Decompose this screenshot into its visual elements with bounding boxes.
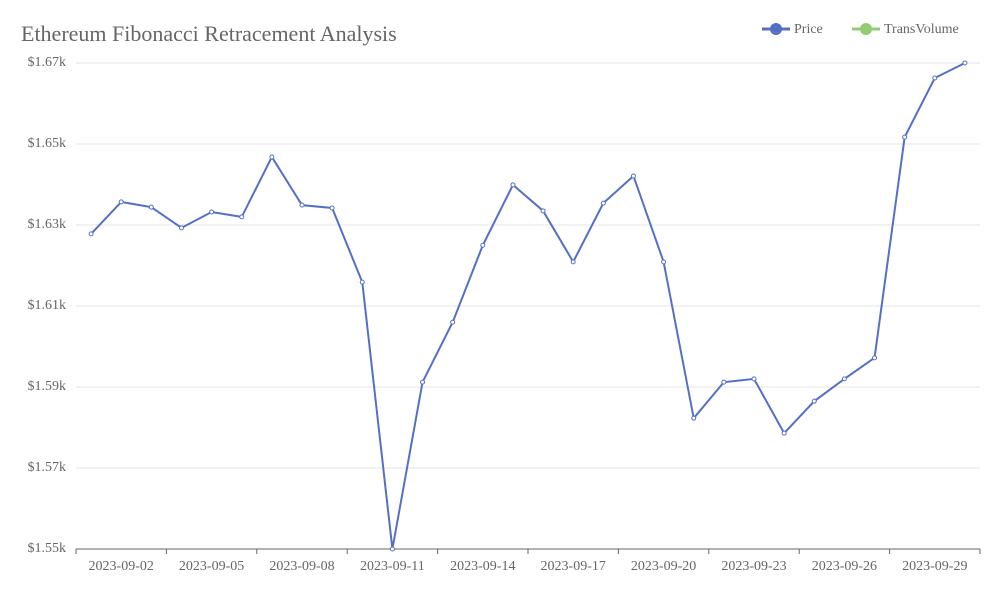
- y-tick-label: $1.67k: [28, 55, 67, 70]
- point: [570, 259, 576, 265]
- y-tick-label: $1.61k: [28, 298, 67, 313]
- legend-symbol: [860, 23, 872, 35]
- point: [299, 202, 305, 208]
- point: [148, 204, 154, 210]
- point: [872, 355, 878, 361]
- point: [178, 225, 184, 231]
- point: [480, 242, 486, 248]
- point: [359, 279, 365, 285]
- point: [209, 209, 215, 215]
- point: [751, 376, 757, 382]
- y-tick-label: $1.59k: [28, 379, 67, 394]
- point: [811, 398, 817, 404]
- point: [600, 200, 606, 206]
- x-tick-label: 2023-09-08: [269, 559, 334, 574]
- point: [781, 430, 787, 436]
- point: [841, 376, 847, 382]
- y-tick-label: $1.57k: [28, 460, 67, 475]
- x-tick-label: 2023-09-20: [631, 559, 696, 574]
- point: [118, 199, 124, 205]
- point: [932, 75, 938, 81]
- point: [239, 214, 245, 220]
- point: [269, 154, 275, 160]
- point: [540, 208, 546, 214]
- point: [420, 379, 426, 385]
- point: [329, 205, 335, 211]
- chart-title: Ethereum Fibonacci Retracement Analysis: [21, 21, 397, 46]
- x-tick-label: 2023-09-17: [541, 559, 606, 574]
- price-line: [90, 62, 966, 550]
- point: [691, 415, 697, 421]
- y-tick-label: $1.55k: [28, 541, 67, 556]
- point: [389, 546, 395, 552]
- x-tick-label: 2023-09-23: [721, 559, 786, 574]
- x-tick-label: 2023-09-02: [89, 559, 154, 574]
- legend-label: Price: [794, 22, 823, 37]
- x-tick-label: 2023-09-14: [450, 559, 515, 574]
- x-tick-label: 2023-09-29: [902, 559, 967, 574]
- point: [721, 379, 727, 385]
- legend-label: TransVolume: [884, 22, 959, 37]
- y-tick-label: $1.63k: [28, 217, 67, 232]
- point: [88, 231, 94, 237]
- x-tick-label: 2023-09-26: [812, 559, 877, 574]
- point: [962, 60, 968, 66]
- point: [902, 134, 908, 140]
- point: [661, 259, 667, 265]
- point: [630, 173, 636, 179]
- legend-symbol: [770, 23, 782, 35]
- point: [510, 182, 516, 188]
- x-tick-label: 2023-09-11: [360, 559, 425, 574]
- point: [450, 319, 456, 325]
- y-tick-label: $1.65k: [28, 136, 67, 151]
- x-tick-label: 2023-09-05: [179, 559, 244, 574]
